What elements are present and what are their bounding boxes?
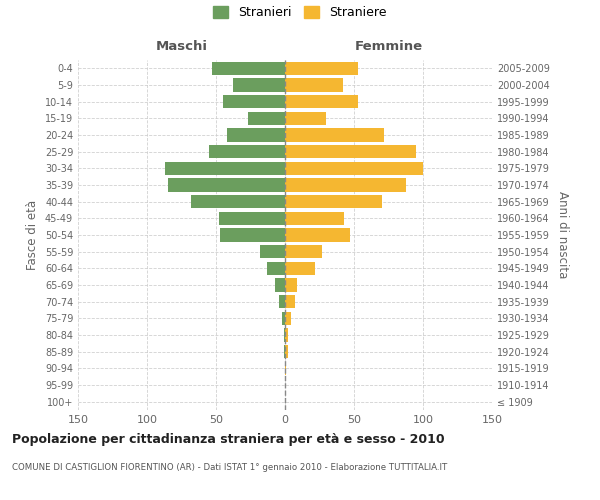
Legend: Stranieri, Straniere: Stranieri, Straniere bbox=[213, 6, 387, 19]
Bar bbox=[227, 128, 285, 141]
Y-axis label: Anni di nascita: Anni di nascita bbox=[556, 192, 569, 278]
Bar bbox=[285, 145, 416, 158]
Bar bbox=[212, 62, 285, 75]
Bar bbox=[285, 95, 358, 108]
Bar bbox=[275, 278, 285, 291]
Bar bbox=[219, 212, 285, 225]
Bar bbox=[284, 345, 285, 358]
Bar bbox=[191, 195, 285, 208]
Text: Maschi: Maschi bbox=[155, 40, 208, 52]
Bar bbox=[285, 78, 343, 92]
Bar bbox=[285, 262, 316, 275]
Bar bbox=[223, 95, 285, 108]
Bar bbox=[285, 178, 406, 192]
Text: Femmine: Femmine bbox=[355, 40, 422, 52]
Bar bbox=[285, 362, 286, 375]
Bar bbox=[165, 162, 285, 175]
Bar bbox=[260, 245, 285, 258]
Bar bbox=[285, 345, 288, 358]
Bar bbox=[285, 62, 358, 75]
Bar bbox=[285, 312, 290, 325]
Y-axis label: Fasce di età: Fasce di età bbox=[26, 200, 39, 270]
Bar bbox=[267, 262, 285, 275]
Bar bbox=[209, 145, 285, 158]
Bar bbox=[285, 278, 298, 291]
Text: COMUNE DI CASTIGLION FIORENTINO (AR) - Dati ISTAT 1° gennaio 2010 - Elaborazione: COMUNE DI CASTIGLION FIORENTINO (AR) - D… bbox=[12, 462, 447, 471]
Bar bbox=[285, 295, 295, 308]
Bar bbox=[285, 128, 385, 141]
Bar bbox=[280, 295, 285, 308]
Bar bbox=[233, 78, 285, 92]
Bar bbox=[220, 228, 285, 241]
Bar bbox=[285, 228, 350, 241]
Bar bbox=[285, 212, 344, 225]
Text: Popolazione per cittadinanza straniera per età e sesso - 2010: Popolazione per cittadinanza straniera p… bbox=[12, 432, 445, 446]
Bar bbox=[248, 112, 285, 125]
Bar bbox=[282, 312, 285, 325]
Bar bbox=[284, 328, 285, 342]
Bar bbox=[285, 195, 382, 208]
Bar bbox=[168, 178, 285, 192]
Bar bbox=[285, 245, 322, 258]
Bar bbox=[285, 112, 326, 125]
Bar bbox=[285, 328, 288, 342]
Bar bbox=[285, 162, 423, 175]
